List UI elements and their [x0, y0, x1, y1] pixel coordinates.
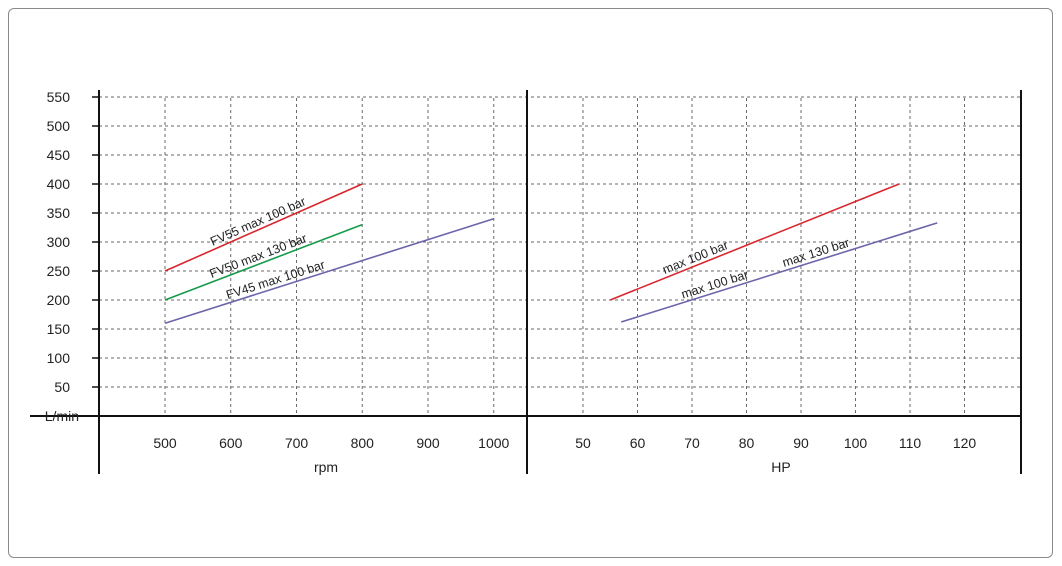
x-tick-label-hp: 120 [953, 435, 977, 451]
series-line [620, 222, 938, 323]
series-line [609, 183, 900, 301]
x-tick-label-rpm: 900 [416, 435, 440, 451]
x-tick-label-hp: 100 [844, 435, 868, 451]
series-line [164, 223, 363, 301]
x-tick-label-rpm: 600 [219, 435, 243, 451]
y-tick-label: 500 [47, 118, 71, 134]
y-tick-label: 150 [47, 321, 71, 337]
y-unit-label: L/min [45, 408, 79, 424]
y-tick-label: 100 [47, 350, 71, 366]
y-tick-label: 400 [47, 176, 71, 192]
y-tick-label: 550 [47, 89, 71, 105]
x-tick-label-hp: 50 [575, 435, 591, 451]
x-axis-label-hp: HP [771, 459, 790, 475]
y-tick-label: 200 [47, 292, 71, 308]
series-line [164, 218, 494, 324]
y-tick-label: 350 [47, 205, 71, 221]
chart-frame [8, 8, 1053, 558]
y-tick-label: 450 [47, 147, 71, 163]
x-tick-label-hp: 90 [793, 435, 809, 451]
x-tick-label-hp: 80 [739, 435, 755, 451]
x-tick-label-rpm: 800 [351, 435, 375, 451]
y-tick-label: 250 [47, 263, 71, 279]
x-tick-label-hp: 60 [630, 435, 646, 451]
series-line [164, 183, 363, 272]
x-tick-label-hp: 70 [684, 435, 700, 451]
x-tick-label-rpm: 700 [285, 435, 309, 451]
y-tick-label: 50 [54, 379, 70, 395]
x-tick-label-rpm: 1000 [478, 435, 509, 451]
x-tick-label-rpm: 500 [153, 435, 177, 451]
y-tick-label: 300 [47, 234, 71, 250]
x-axis-label-rpm: rpm [314, 459, 338, 475]
x-tick-label-hp: 110 [899, 435, 922, 451]
